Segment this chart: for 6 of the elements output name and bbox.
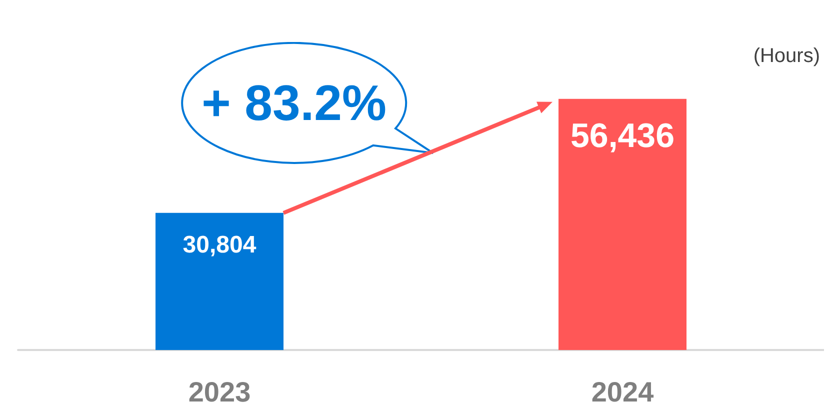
x-tick-label: 2024 <box>591 376 654 408</box>
data-label: 30,804 <box>182 231 257 258</box>
x-tick-label: 2023 <box>188 376 251 408</box>
data-label: 56,436 <box>570 116 674 155</box>
annotation: + 83.2% <box>202 75 386 131</box>
y-axis-title: (Hours) <box>753 45 820 67</box>
